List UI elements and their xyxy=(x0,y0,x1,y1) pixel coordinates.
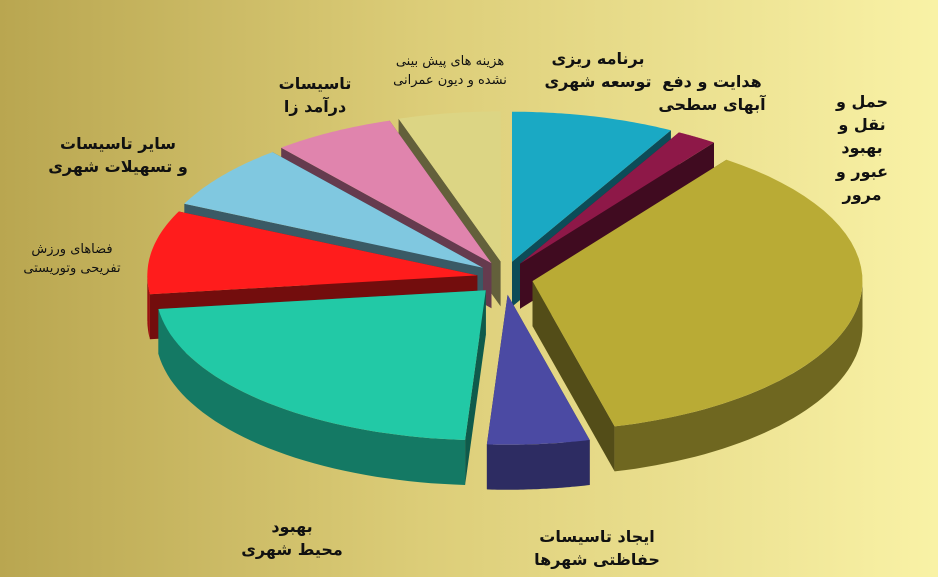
slice xyxy=(158,290,486,440)
slice-label: حمل و نقل و بهبود عبور و مرور xyxy=(835,92,889,204)
slice xyxy=(486,294,590,445)
slice xyxy=(512,111,671,262)
slice-label: بهبود محیط شهری xyxy=(241,516,343,559)
slice-side xyxy=(465,290,486,485)
slice xyxy=(184,152,483,268)
slice-wall xyxy=(614,281,863,472)
slice xyxy=(398,111,501,262)
slice-label: هزینه های پیش بینی نشده و دیون عمرانی xyxy=(393,54,507,88)
slice xyxy=(281,120,492,264)
slice-label: ایجاد تاسیسات حفاظتی شهرها xyxy=(534,526,660,569)
slice-label: تاسیسات درآمد زا xyxy=(278,73,352,116)
slice-label: برنامه ریزی توسعه شهری xyxy=(544,48,652,91)
slice xyxy=(520,132,714,264)
slice-label: هدایت و دفع آبهای سطحی xyxy=(658,71,766,114)
slice-side xyxy=(532,281,615,472)
slice-label: فضاهای ورزش تفریحی وتوریستی xyxy=(23,242,121,276)
slice-label: سایر تاسیسات و تسهیلات شهری xyxy=(48,133,188,176)
slice xyxy=(147,211,478,295)
slice-wall xyxy=(158,309,466,485)
slice-wall xyxy=(486,440,590,490)
slice xyxy=(532,159,863,427)
slice-wall xyxy=(147,275,150,340)
